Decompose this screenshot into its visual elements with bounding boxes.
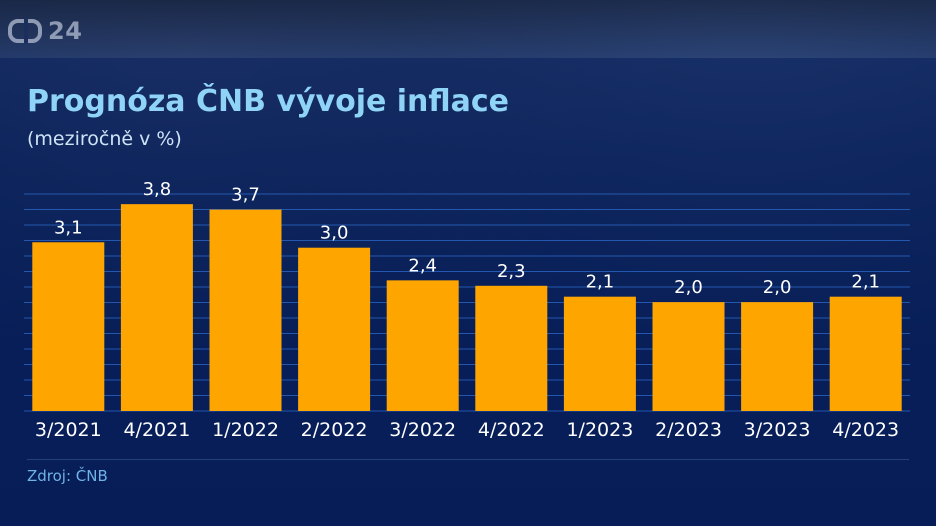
- bar-2-2022: [298, 247, 371, 411]
- value-label: 2,4: [408, 255, 437, 276]
- top-band: [0, 0, 936, 58]
- bar-3-2023: [741, 302, 814, 411]
- bar-3-2021: [32, 242, 105, 411]
- x-tick-label: 4/2023: [832, 419, 899, 441]
- x-tick-label: 3/2021: [35, 419, 102, 441]
- source-divider: [27, 459, 909, 460]
- source-note: Zdroj: ČNB: [27, 467, 108, 485]
- chart-title: Prognóza ČNB vývoje inflace: [27, 84, 510, 119]
- value-label: 3,1: [54, 217, 83, 238]
- bar-1-2022: [209, 209, 282, 411]
- x-tick-labels: 3/2021 4/2021 1/2022 2/2022 3/2022 4/2022 1/20…: [35, 419, 899, 441]
- x-tick-label: 2/2023: [655, 419, 722, 441]
- value-label: 3,7: [231, 185, 260, 206]
- bar-1-2023: [563, 296, 636, 411]
- ct-logo-icon: [8, 19, 42, 43]
- value-label: 2,1: [586, 272, 615, 293]
- x-tick-label: 4/2021: [123, 419, 190, 441]
- bar-4-2023: [829, 296, 902, 411]
- x-tick-label: 2/2022: [301, 419, 368, 441]
- ct24-logo: 24: [8, 16, 90, 46]
- bar-3-2022: [386, 280, 459, 411]
- chart-subtitle: (meziročně v %): [27, 128, 182, 150]
- bar-2-2023: [652, 302, 725, 411]
- x-tick-label: 3/2022: [389, 419, 456, 441]
- value-label: 2,3: [497, 261, 526, 282]
- logo-text: 24: [48, 17, 83, 45]
- value-label: 3,0: [320, 223, 349, 244]
- value-label: 2,0: [674, 277, 703, 298]
- value-label: 2,1: [851, 272, 880, 293]
- value-labels: 3,1 3,8 3,7 3,0 2,4 2,3 2,1 2,0 2,0 2,1: [54, 179, 880, 298]
- bar-4-2021: [120, 204, 193, 411]
- value-label: 2,0: [763, 277, 792, 298]
- bar-4-2022: [475, 285, 548, 411]
- x-tick-label: 1/2023: [566, 419, 633, 441]
- x-tick-label: 1/2022: [212, 419, 279, 441]
- bars: [32, 204, 902, 411]
- x-tick-label: 3/2023: [744, 419, 811, 441]
- value-label: 3,8: [143, 179, 172, 200]
- x-tick-label: 4/2022: [478, 419, 545, 441]
